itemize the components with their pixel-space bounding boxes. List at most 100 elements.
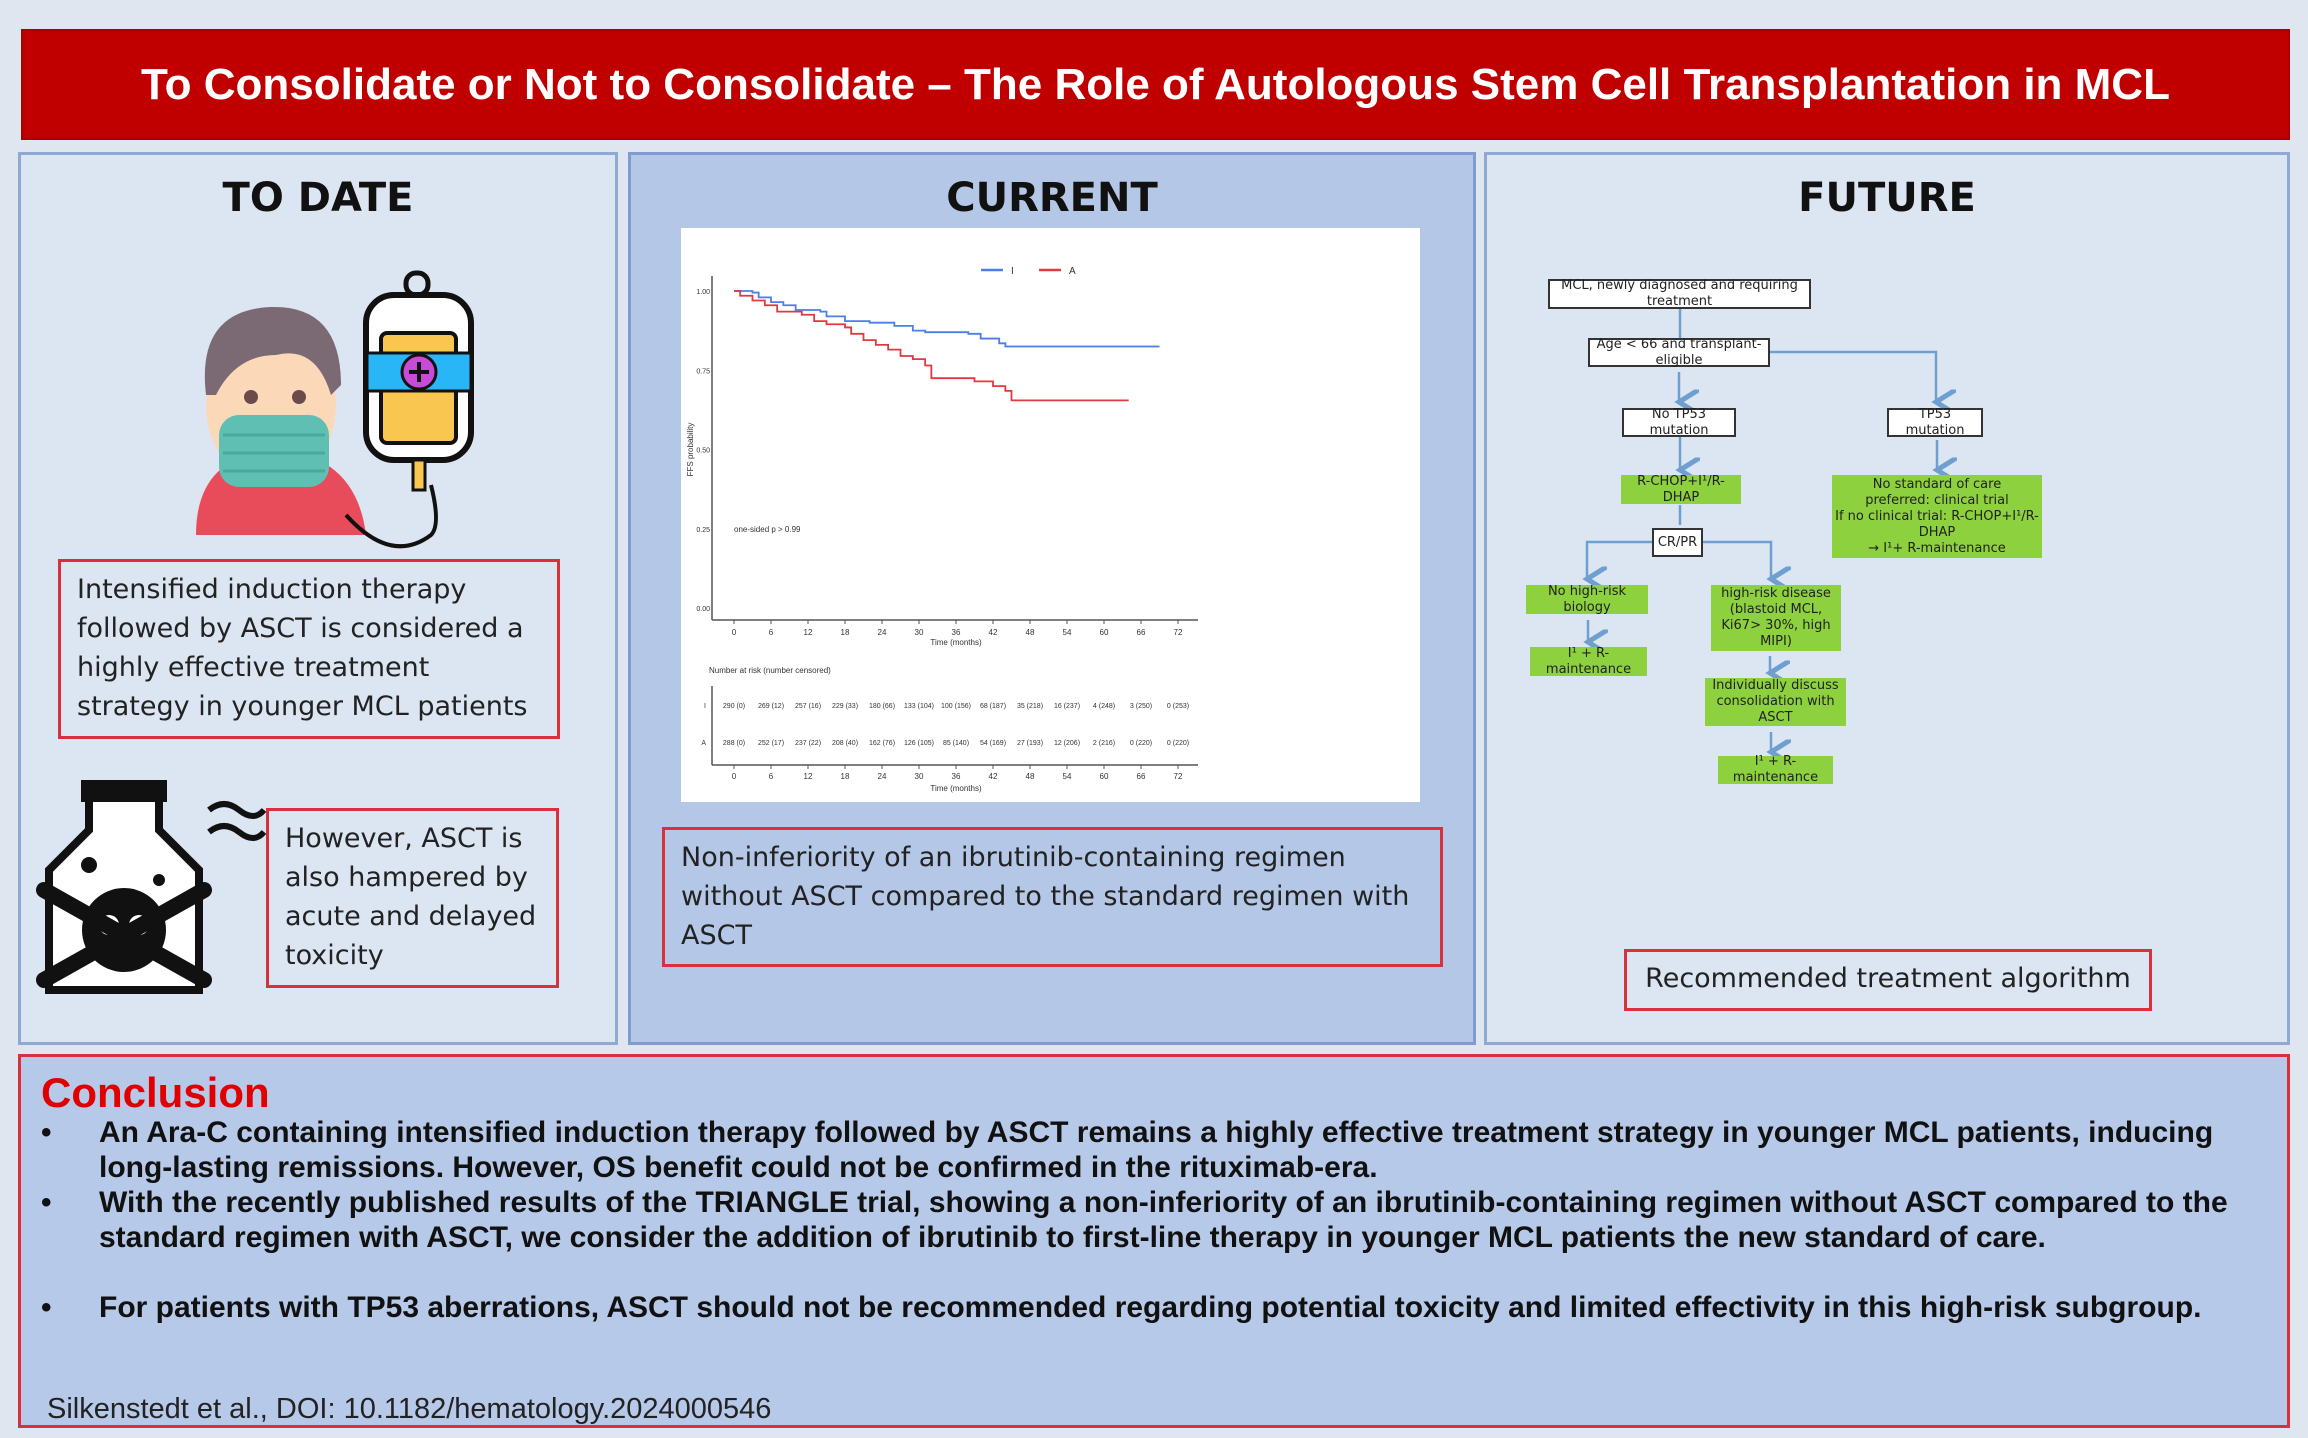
- risk-value: 54 (169): [980, 740, 1006, 747]
- conclusion-bullet: • For patients with TP53 aberrations, ASC…: [41, 1290, 2249, 1325]
- flow-node-maintenance-left: I¹ + R-maintenance: [1530, 646, 1647, 677]
- masked-patient-iv-illustration: [196, 270, 474, 549]
- y-tick-label: 0.75: [696, 368, 710, 375]
- flow-node-age-eligible: Age < 66 and transplant-eligible: [1588, 337, 1770, 368]
- risk-value: 290 (0): [723, 703, 745, 710]
- y-axis-label: FFS probability: [686, 423, 695, 477]
- risk-value: 0 (253): [1167, 703, 1189, 710]
- risk-x-tick-label: 30: [915, 772, 924, 781]
- flow-node-no-high-risk: No high-risk biology: [1526, 584, 1648, 615]
- km-chart: 0 0 6 6 12 12 18 18 24 24 30 30 36 36 42 42 48 48 54 54 60 60…: [681, 228, 1420, 802]
- conclusion-bullet: • With the recently published results of …: [41, 1185, 2249, 1255]
- km-curve-A: [734, 290, 1129, 402]
- risk-row-label: A: [701, 740, 706, 747]
- flow-node-no-standard-care: No standard of care preferred: clinical …: [1832, 475, 2042, 558]
- poison-bottle-icon: [36, 780, 267, 994]
- iv-bag-icon: [344, 270, 474, 549]
- y-tick-label: 0.50: [696, 448, 710, 455]
- flow-node-no-tp53: No TP53 mutation: [1622, 407, 1736, 438]
- risk-value: 229 (33): [832, 703, 858, 710]
- masked-patient-icon: [196, 306, 366, 535]
- asct-toxicity-box: However, ASCT is also hampered by acute …: [266, 808, 559, 988]
- risk-value: 269 (12): [758, 703, 784, 710]
- risk-x-tick-label: 12: [804, 772, 813, 781]
- risk-value: 100 (156): [941, 703, 971, 710]
- panel-to-date: TO DATE Intensified induction therapy fo…: [18, 152, 618, 1045]
- flow-node-high-risk: high-risk disease (blastoid MCL, Ki67> 3…: [1711, 585, 1841, 651]
- algorithm-caption: Recommended treatment algorithm: [1624, 949, 2152, 1011]
- flow-line: → I¹+ R-maintenance: [1868, 540, 2006, 556]
- x-tick-label: 54: [1063, 628, 1072, 637]
- x-tick-label: 6: [769, 628, 774, 637]
- x-tick-label: 0: [732, 628, 737, 637]
- risk-x-tick-label: 72: [1174, 772, 1183, 781]
- citation: Silkenstedt et al., DOI: 10.1182/hematol…: [47, 1393, 772, 1425]
- bullet-marker: •: [41, 1186, 52, 1219]
- bullet-marker: •: [41, 1116, 52, 1149]
- risk-x-tick-label: 36: [952, 772, 961, 781]
- risk-value: 257 (16): [795, 703, 821, 710]
- bullet-text: With the recently published results of t…: [99, 1186, 2228, 1254]
- panel-title: CURRENT: [946, 175, 1158, 221]
- x-tick-label: 48: [1026, 628, 1035, 637]
- km-plot-svg: 0066121218182424303036364242484854546060…: [686, 266, 1198, 793]
- risk-x-tick-label: 42: [989, 772, 998, 781]
- flow-line: If no clinical trial: R-CHOP+I¹/R-DHAP: [1835, 508, 2039, 540]
- risk-value: 180 (66): [869, 703, 895, 710]
- risk-value: 133 (104): [904, 703, 934, 710]
- panel-title: FUTURE: [1798, 175, 1976, 221]
- risk-x-tick-label: 6: [769, 772, 774, 781]
- conclusion-section: Conclusion • An Ara-C containing intensif…: [18, 1054, 2290, 1428]
- risk-value: 3 (250): [1130, 703, 1152, 710]
- risk-value: 162 (76): [869, 740, 895, 747]
- x-tick-label: 12: [804, 628, 813, 637]
- flow-node-mcl-diagnosed: MCL, newly diagnosed and requiring treat…: [1548, 278, 1811, 309]
- risk-value: 16 (237): [1054, 703, 1080, 710]
- risk-x-tick-label: 0: [732, 772, 737, 781]
- flow-node-cr-pr: CR/PR: [1652, 528, 1703, 557]
- bullet-text: An Ara-C containing intensified inductio…: [99, 1116, 2214, 1184]
- km-curve-I: [734, 290, 1160, 348]
- risk-value: 27 (193): [1017, 740, 1043, 747]
- risk-value: 0 (220): [1130, 740, 1152, 747]
- y-tick-label: 0.00: [696, 606, 710, 613]
- non-inferiority-box: Non-inferiority of an ibrutinib-containi…: [662, 827, 1443, 967]
- risk-value: 0 (220): [1167, 740, 1189, 747]
- risk-value: 12 (206): [1054, 740, 1080, 747]
- x-tick-label: 42: [989, 628, 998, 637]
- x-tick-label: 24: [878, 628, 887, 637]
- x-tick-label: 30: [915, 628, 924, 637]
- legend-label-I: I: [1011, 266, 1014, 277]
- flow-line: high-risk disease: [1721, 586, 1831, 601]
- risk-x-tick-label: 60: [1100, 772, 1109, 781]
- legend-label-A: A: [1069, 266, 1076, 277]
- x-tick-label: 66: [1137, 628, 1146, 637]
- risk-x-tick-label: 24: [878, 772, 887, 781]
- risk-value: 35 (218): [1017, 703, 1043, 710]
- bullet-marker: •: [41, 1291, 52, 1324]
- induction-therapy-box: Intensified induction therapy followed b…: [58, 559, 560, 739]
- poster-title: To Consolidate or Not to Consolidate – T…: [21, 29, 2290, 140]
- flow-node-discuss-asct: Individually discuss consolidation with …: [1705, 678, 1846, 726]
- conclusion-bullet: • An Ara-C containing intensified inducti…: [41, 1115, 2249, 1185]
- risk-x-tick-label: 48: [1026, 772, 1035, 781]
- flow-node-maintenance-right: I¹ + R-maintenance: [1718, 754, 1833, 785]
- risk-value: 252 (17): [758, 740, 784, 747]
- y-tick-label: 1.00: [696, 289, 710, 296]
- panel-title: TO DATE: [222, 175, 414, 221]
- flow-line: Ki67> 30%, high MIPI): [1721, 618, 1831, 649]
- risk-value: 288 (0): [723, 740, 745, 747]
- flow-line: Individually discuss: [1712, 678, 1839, 693]
- risk-table-title: Number at risk (number censored): [709, 666, 831, 675]
- flow-node-rchop: R-CHOP+I¹/R-DHAP: [1621, 474, 1741, 505]
- risk-value: 2 (216): [1093, 740, 1115, 747]
- x-tick-label: 18: [841, 628, 850, 637]
- risk-value: 126 (105): [904, 740, 934, 747]
- flow-node-tp53: TP53 mutation: [1887, 407, 1983, 438]
- risk-value: 68 (187): [980, 703, 1006, 710]
- risk-value: 208 (40): [832, 740, 858, 747]
- flow-line: preferred: clinical trial: [1865, 492, 2009, 508]
- x-tick-label: 36: [952, 628, 961, 637]
- risk-value: 4 (248): [1093, 703, 1115, 710]
